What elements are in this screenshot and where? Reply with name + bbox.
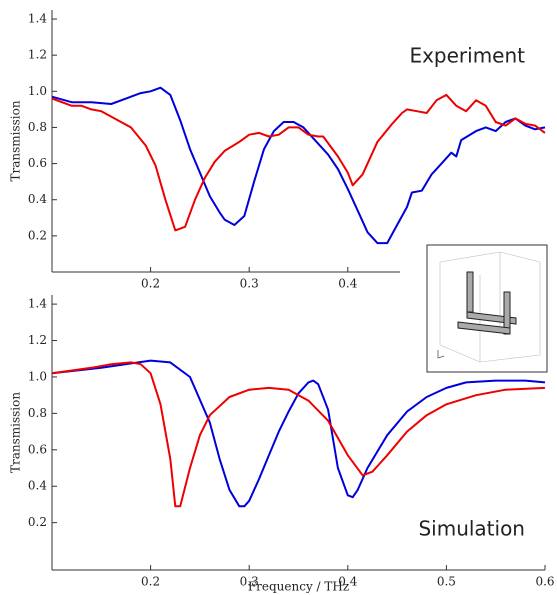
series-line	[52, 361, 545, 507]
x-tick-label: 0.2	[141, 575, 160, 589]
series-line	[52, 362, 545, 506]
series-line	[52, 88, 545, 243]
y-tick-label: 1.4	[28, 297, 47, 311]
y-axis-title: Transmission	[9, 392, 23, 473]
y-tick-label: 0.8	[28, 406, 47, 420]
chart: 0.2 0.4 0.6 0.8 1.0 1.2 1.4 0.2 0.3 0.4 Transmissi…	[0, 0, 557, 595]
x-tick-label: 0.4	[338, 277, 357, 291]
y-tick-label: 0.4	[28, 192, 47, 206]
x-tick-label: 0.3	[240, 277, 259, 291]
y-tick-label: 1.2	[28, 48, 47, 62]
inset-frame	[427, 245, 547, 372]
series-line	[52, 95, 545, 231]
y-axis-title: Transmission	[9, 100, 23, 181]
y-tick-label: 0.6	[28, 156, 47, 170]
y-tick-label: 0.8	[28, 120, 47, 134]
y-tick-label: 0.4	[28, 479, 47, 493]
inset-diagram	[427, 245, 547, 372]
y-tick-label: 1.0	[28, 84, 47, 98]
y-tick-label: 0.2	[28, 228, 47, 242]
y-tick-label: 0.6	[28, 442, 47, 456]
y-tick-label: 0.2	[28, 515, 47, 529]
y-tick-label: 1.4	[28, 12, 47, 26]
annotation: Simulation	[418, 517, 525, 541]
x-tick-label: 0.6	[535, 575, 554, 589]
x-tick-label: 0.2	[141, 277, 160, 291]
page: {"chart_data": [ {"type": "line", "annot…	[0, 0, 557, 595]
x-axis-title: Frequency / THz	[248, 580, 349, 594]
x-tick-label: 0.5	[437, 575, 456, 589]
annotation: Experiment	[409, 44, 525, 68]
y-tick-label: 1.2	[28, 333, 47, 347]
y-tick-label: 1.0	[28, 369, 47, 383]
